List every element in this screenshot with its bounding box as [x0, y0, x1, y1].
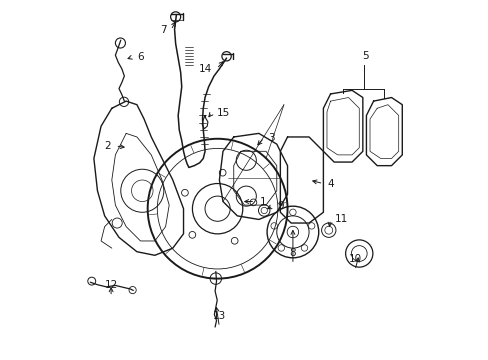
- Text: 8: 8: [289, 248, 296, 258]
- Text: 9: 9: [277, 201, 284, 211]
- Text: 7: 7: [160, 25, 166, 35]
- Text: 5: 5: [362, 51, 368, 60]
- Text: 14: 14: [199, 64, 212, 74]
- Text: 4: 4: [327, 179, 334, 189]
- Text: 11: 11: [334, 215, 347, 224]
- Text: 3: 3: [268, 133, 275, 143]
- Text: 6: 6: [137, 52, 143, 62]
- Text: 15: 15: [216, 108, 229, 118]
- Text: 2: 2: [104, 141, 111, 151]
- Text: 1: 1: [259, 197, 265, 207]
- Text: 12: 12: [104, 280, 118, 290]
- Text: 10: 10: [347, 254, 361, 264]
- Text: 13: 13: [212, 311, 225, 320]
